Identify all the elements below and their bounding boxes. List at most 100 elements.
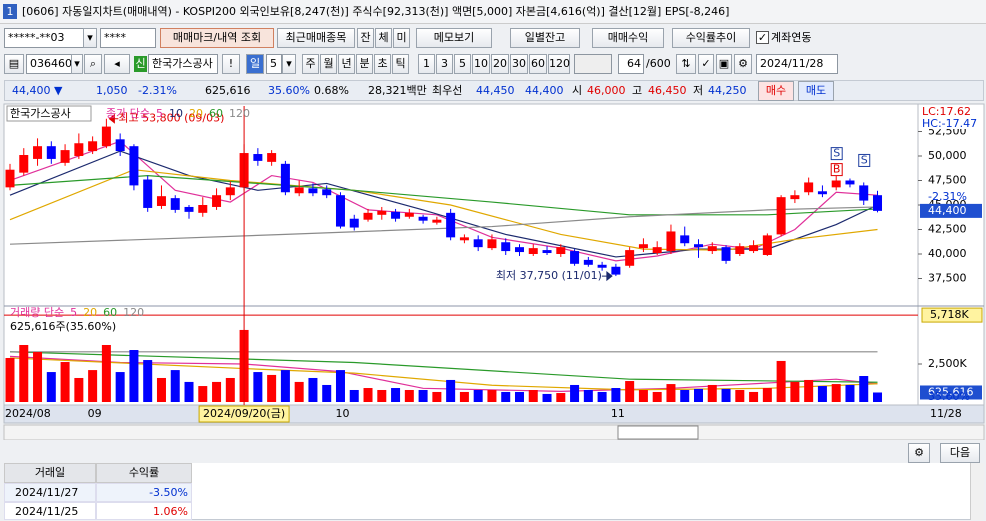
unit[interactable]: 5 — [266, 54, 282, 74]
candle-body — [377, 210, 387, 215]
password[interactable]: **** — [100, 28, 156, 48]
open: 46,000 — [587, 84, 626, 97]
volume-bar — [638, 389, 648, 402]
volume-bar — [542, 393, 552, 402]
button[interactable]: 120 — [548, 54, 570, 74]
button[interactable]: 월 — [320, 54, 337, 74]
button[interactable]: 체 — [375, 28, 392, 48]
date[interactable]: 2024/11/28 — [756, 54, 838, 74]
button[interactable]: 최근매매종목 — [277, 28, 355, 48]
button[interactable]: 10 — [472, 54, 490, 74]
candle-body — [184, 206, 194, 212]
table-cell: -3.50% — [96, 483, 192, 502]
volume-bar — [418, 389, 428, 402]
button[interactable]: 미 — [393, 28, 410, 48]
candle-body — [60, 150, 70, 163]
bid: 44,400 — [525, 84, 564, 97]
title-bar: 1 [0606] 자동일지차트(매매내역) - KOSPI200 외국인보유[8… — [0, 0, 986, 24]
quote-bar — [4, 80, 984, 101]
price: 44,400 ▼ — [12, 84, 63, 97]
count-max: /600 — [646, 57, 671, 70]
x-tick-label: 09 — [88, 407, 102, 420]
button[interactable]: 30 — [510, 54, 528, 74]
button[interactable]: 초 — [374, 54, 391, 74]
candle-body — [143, 179, 153, 208]
candle-body — [212, 195, 222, 207]
button[interactable]: 주 — [302, 54, 319, 74]
icon[interactable]: ⇅ — [676, 54, 696, 74]
button[interactable]: 틱 — [392, 54, 409, 74]
window-title: [0606] 자동일지차트(매매내역) - KOSPI200 외국인보유[8,2… — [22, 5, 730, 18]
volume-bar — [556, 393, 566, 402]
button[interactable]: 20 — [491, 54, 509, 74]
volume-bar — [143, 360, 153, 402]
trade-mark — [858, 153, 871, 167]
dropdown[interactable]: ▾ — [282, 54, 296, 74]
icon[interactable]: ▤ — [4, 54, 24, 74]
candle-body — [514, 247, 524, 253]
moving-average — [9, 169, 878, 251]
scrollbar[interactable] — [3, 424, 985, 440]
button[interactable]: 메모보기 — [416, 28, 492, 48]
button[interactable]: 1 — [418, 54, 435, 74]
button[interactable]: 3 — [436, 54, 453, 74]
volume-bar — [170, 370, 180, 402]
next-button[interactable]: 다음 — [940, 443, 980, 463]
legend-entry: 120 — [123, 306, 144, 319]
candle-body — [115, 139, 125, 152]
code[interactable]: 036460 — [26, 54, 72, 74]
dropdown — [574, 54, 612, 74]
sell-button[interactable]: 매도 — [798, 81, 834, 101]
legend-entry: 10 — [169, 107, 183, 120]
buy-button[interactable]: 매수 — [758, 81, 794, 101]
volume-bar — [294, 381, 304, 402]
button[interactable]: 60 — [529, 54, 547, 74]
button[interactable]: 5 — [454, 54, 471, 74]
candle-body — [418, 216, 428, 221]
icon[interactable]: ▣ — [716, 54, 732, 74]
candle-body — [804, 182, 814, 193]
button[interactable]: 일 — [246, 54, 264, 74]
dropdown[interactable]: ▾ — [71, 54, 83, 74]
chart: 52,50050,00047,50045,00042,50040,00037,5… — [3, 103, 985, 440]
button[interactable]: 수익률추이 — [672, 28, 750, 48]
legend-entry: 20 — [189, 107, 203, 120]
button[interactable]: 잔 — [357, 28, 374, 48]
crosshair-label: 5,718K — [930, 308, 969, 321]
button[interactable]: 분 — [356, 54, 373, 74]
button[interactable]: 매매마크/내역 조회 — [160, 28, 274, 48]
volume-bar — [501, 391, 511, 402]
settings[interactable]: ⚙ — [908, 443, 930, 463]
volume-bar — [129, 350, 139, 402]
button[interactable]: ! — [222, 54, 240, 74]
dropdown[interactable]: ▾ — [83, 28, 97, 48]
candle-body — [74, 143, 84, 156]
series-name: 한국가스공사 — [10, 107, 71, 120]
sound[interactable]: ◂ — [104, 54, 130, 74]
button[interactable]: 매매수익 — [592, 28, 664, 48]
change: 1,050 — [96, 84, 128, 97]
volume-info: 625,616주(35.60%) — [10, 320, 116, 333]
volume-bar — [721, 388, 731, 402]
volume-bar — [625, 381, 635, 402]
icon[interactable]: ⚙ — [734, 54, 752, 74]
volume-bar — [212, 381, 222, 402]
tab[interactable]: 1 — [3, 4, 17, 19]
volume-bar — [694, 388, 703, 402]
label-bg — [919, 105, 983, 129]
search[interactable]: ⌕ — [84, 54, 102, 74]
button[interactable]: 년 — [338, 54, 355, 74]
icon[interactable]: ✓ — [698, 54, 714, 74]
table-header: 거래일 — [4, 463, 96, 483]
stock-name[interactable]: 한국가스공사 — [148, 54, 218, 74]
count[interactable]: 64 — [618, 54, 644, 74]
volume-bar — [583, 389, 593, 402]
label: 시 — [572, 84, 583, 97]
button[interactable]: 일별잔고 — [510, 28, 580, 48]
account[interactable]: *****-**03 — [4, 28, 84, 48]
volume-bar — [680, 389, 690, 402]
scroll-controls[interactable] — [617, 425, 699, 440]
amount: 28,321백만 — [368, 84, 427, 97]
checkbox[interactable]: ✓ — [756, 31, 769, 44]
vertical-scrollbar[interactable] — [970, 463, 984, 520]
